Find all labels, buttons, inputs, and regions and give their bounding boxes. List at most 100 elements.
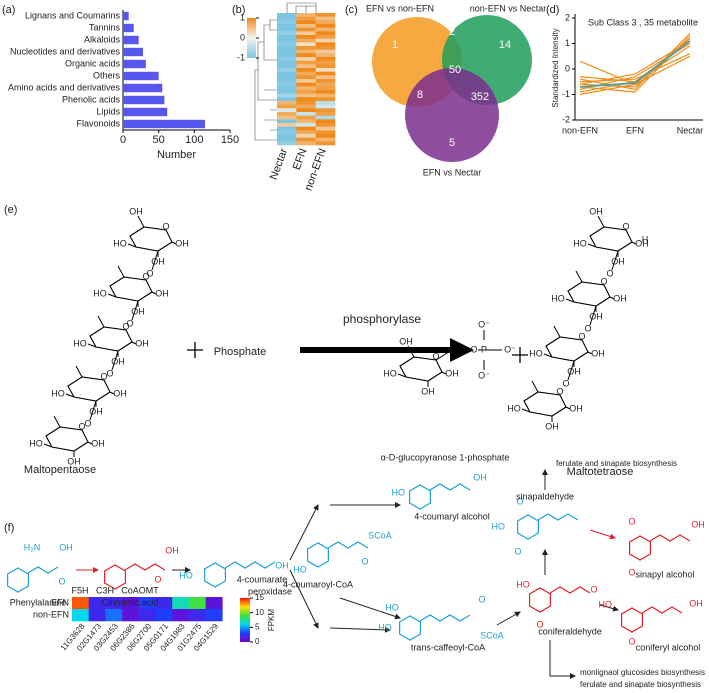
atom: O <box>142 271 149 281</box>
bond <box>151 250 159 271</box>
venn-count: 14 <box>499 39 511 51</box>
heat-cell <box>315 130 336 135</box>
heat-cell <box>315 53 336 58</box>
heat-cell <box>315 82 336 87</box>
heat-cell <box>296 49 316 54</box>
arrow <box>589 529 616 540</box>
heat-cell <box>296 108 316 113</box>
atom: O <box>432 351 439 361</box>
atom: HO <box>113 238 127 248</box>
heat-cell <box>296 104 316 109</box>
compound-name: sinapyl alcohol <box>635 569 694 579</box>
atom: HO <box>385 602 399 612</box>
enzyme-name: phosphorylase <box>343 312 421 326</box>
heat-cell <box>277 130 297 135</box>
atom: HO <box>51 388 65 398</box>
atom: H₂N <box>24 542 41 552</box>
venn-count: 5 <box>449 137 455 149</box>
heat-cell <box>296 115 316 120</box>
heat-cell <box>296 27 316 32</box>
bar <box>123 71 159 81</box>
atom: O <box>628 516 635 526</box>
colorbar-label: FPKM <box>267 609 276 632</box>
heat-cell <box>315 20 336 25</box>
enzyme-name: C3H <box>96 585 114 595</box>
heat-cell <box>88 597 106 610</box>
atom: HO <box>529 348 543 358</box>
atom: O <box>606 268 613 278</box>
heat-cell <box>296 35 316 39</box>
heat-cell <box>277 20 297 25</box>
plus-sign <box>187 342 528 363</box>
venn-count: 352 <box>471 91 489 103</box>
atom: OH <box>113 388 127 398</box>
heat-cell <box>277 31 297 36</box>
colorbar-tick-label: -1 <box>237 52 245 62</box>
row-label: EFN <box>51 597 69 607</box>
atom: O <box>536 619 543 629</box>
heat-cell <box>315 38 336 43</box>
heat-cell <box>122 597 140 610</box>
heat-cell <box>315 57 336 61</box>
heat-cell <box>296 101 316 105</box>
atom: OH <box>151 256 165 266</box>
x-tick-label: Nectar <box>677 125 704 135</box>
column-label: EFN <box>291 147 310 172</box>
x-tick-label: 50 <box>153 134 165 146</box>
atom: H <box>642 234 649 244</box>
heat-cell <box>315 35 336 39</box>
heat-cell <box>296 71 316 76</box>
compound-name: α-D-glucopyranose 1-phosphate <box>381 452 510 462</box>
side-chain <box>419 614 471 622</box>
heat-cell <box>277 126 297 131</box>
heat-cell <box>277 27 297 32</box>
heat-cell <box>315 75 336 80</box>
bar <box>123 47 143 57</box>
side-chain <box>429 483 471 491</box>
atom: HO <box>516 579 530 589</box>
compound-name: coniferaldehyde <box>538 626 602 636</box>
heat-cell <box>138 609 156 622</box>
side-chain <box>124 563 166 571</box>
atom: OH <box>91 438 105 448</box>
heat-cell <box>205 609 223 622</box>
y-tick-label: Phenolic acids <box>62 94 121 104</box>
heat-cell <box>296 119 316 124</box>
atom: OH <box>155 288 169 298</box>
heat-cell <box>296 112 316 116</box>
heat-cell <box>296 16 316 21</box>
benzene-ring <box>529 587 551 613</box>
compound-name: trans-caffeoyl-CoA <box>411 642 485 652</box>
heat-cell <box>296 130 316 135</box>
atom: OH <box>691 519 705 529</box>
colorbar <box>240 598 250 642</box>
y-axis-label: Standardized Intensity <box>551 28 560 107</box>
heat-cell <box>315 119 336 124</box>
compound-name: coniferyl alcohol <box>636 642 701 652</box>
bond <box>521 380 571 422</box>
heat-cell <box>296 64 316 69</box>
heat-cell <box>315 104 336 109</box>
heat-cell <box>277 108 297 113</box>
atom: OH <box>399 336 413 346</box>
heat-cell <box>277 49 297 54</box>
compound-name: Cinnamic acid <box>102 597 159 607</box>
side-chain <box>649 534 691 542</box>
atom: HO <box>29 438 43 448</box>
heat-cell <box>277 134 297 138</box>
heat-cell <box>277 115 297 120</box>
heat-cell <box>277 97 297 102</box>
benzene-ring <box>409 484 431 510</box>
y-tick-label: Lipids <box>96 106 120 116</box>
atom: SCoA <box>480 630 504 640</box>
heat-cell <box>277 60 297 65</box>
y-tick-label: Amino acids and derivatives <box>8 82 121 92</box>
heat-cell <box>315 86 336 91</box>
compound-name: Phenylalanine <box>10 597 67 607</box>
atom: OH <box>89 406 103 416</box>
atom: OH <box>445 368 459 378</box>
dendrogram <box>254 2 317 141</box>
y-tick-label: 0 <box>565 63 570 73</box>
heat-cell <box>277 86 297 91</box>
heat-cell <box>315 108 336 113</box>
